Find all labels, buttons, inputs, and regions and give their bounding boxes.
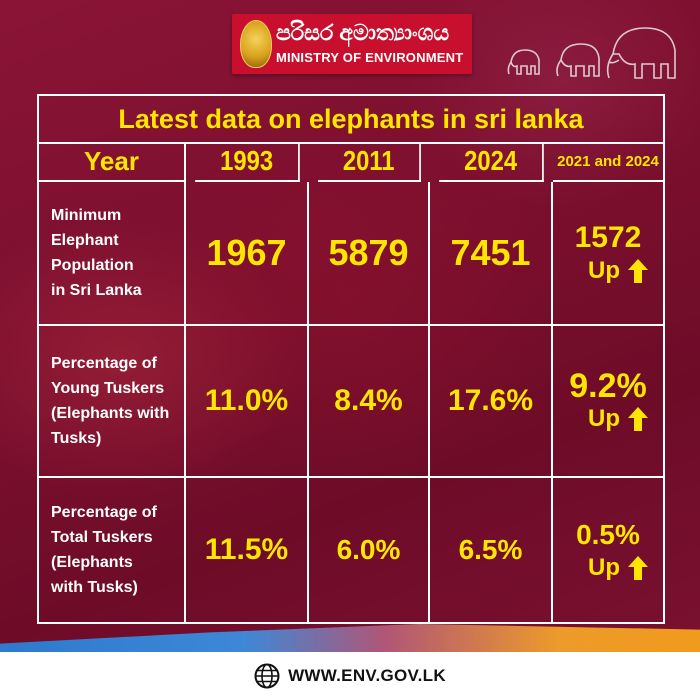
label-line: Percentage of bbox=[51, 355, 157, 372]
national-emblem-icon bbox=[240, 20, 272, 68]
population-2011: 5879 bbox=[309, 182, 430, 326]
row-label-young-tuskers: Percentage of Young Tuskers (Elephants w… bbox=[39, 326, 186, 478]
label-line: Elephant bbox=[51, 232, 119, 249]
label-line: Percentage of bbox=[51, 504, 157, 521]
label-line: in Sri Lanka bbox=[51, 282, 142, 299]
ministry-name-english: MINISTRY OF ENVIRONMENT bbox=[276, 50, 464, 65]
change-value: 0.5% bbox=[576, 519, 640, 550]
change-value: 9.2% bbox=[569, 367, 647, 405]
population-1993: 1967 bbox=[186, 182, 309, 326]
up-arrow-icon bbox=[628, 259, 648, 283]
header-2024: 2024 bbox=[439, 142, 544, 182]
population-2024: 7451 bbox=[430, 182, 553, 326]
total-tuskers-2011: 6.0% bbox=[309, 478, 430, 622]
total-tuskers-change: 0.5% Up bbox=[553, 478, 663, 622]
header-year: Year bbox=[39, 142, 186, 182]
label-line: (Elephants with bbox=[51, 405, 170, 422]
total-tuskers-2024: 6.5% bbox=[430, 478, 553, 622]
ministry-logo: පරිසර අමාත්‍යාංශය MINISTRY OF ENVIRONMEN… bbox=[232, 14, 472, 74]
young-tuskers-change: 9.2% Up bbox=[553, 326, 663, 478]
header-1993: 1993 bbox=[195, 142, 300, 182]
elephant-silhouettes-icon bbox=[507, 27, 676, 79]
elephant-data-table: Latest data on elephants in sri lanka Ye… bbox=[37, 94, 665, 624]
total-tuskers-1993: 11.5% bbox=[186, 478, 309, 622]
young-tuskers-1993: 11.0% bbox=[186, 326, 309, 478]
label-line: Minimum bbox=[51, 207, 122, 224]
footer: WWW.ENV.GOV.LK bbox=[0, 652, 700, 700]
population-change: 1572 Up bbox=[553, 182, 663, 326]
label-line: with Tusks) bbox=[51, 579, 138, 596]
globe-icon bbox=[254, 663, 280, 689]
label-line: Total Tuskers bbox=[51, 529, 153, 546]
change-value: 1572 bbox=[574, 221, 642, 254]
row-label-population: Minimum Elephant Population in Sri Lanka bbox=[39, 182, 186, 326]
table-title: Latest data on elephants in sri lanka bbox=[39, 96, 663, 144]
change-direction: Up bbox=[588, 257, 620, 284]
change-direction: Up bbox=[588, 405, 620, 432]
label-line: Tusks) bbox=[51, 430, 102, 447]
website-link[interactable]: WWW.ENV.GOV.LK bbox=[288, 666, 446, 685]
change-direction: Up bbox=[588, 554, 620, 581]
young-tuskers-2024: 17.6% bbox=[430, 326, 553, 478]
header-2011: 2011 bbox=[318, 142, 421, 182]
label-line: Young Tuskers bbox=[51, 380, 165, 397]
row-label-total-tuskers: Percentage of Total Tuskers (Elephants w… bbox=[39, 478, 186, 622]
up-arrow-icon bbox=[628, 556, 648, 580]
up-arrow-icon bbox=[628, 407, 648, 431]
header-change-period: 2021 and 2024 bbox=[553, 142, 663, 182]
label-line: Population bbox=[51, 257, 134, 274]
label-line: (Elephants bbox=[51, 554, 133, 571]
young-tuskers-2011: 8.4% bbox=[309, 326, 430, 478]
poster-background: පරිසර අමාත්‍යාංශය MINISTRY OF ENVIRONMEN… bbox=[0, 0, 700, 652]
ministry-name-native: පරිසර අමාත්‍යාංශය bbox=[276, 20, 450, 45]
